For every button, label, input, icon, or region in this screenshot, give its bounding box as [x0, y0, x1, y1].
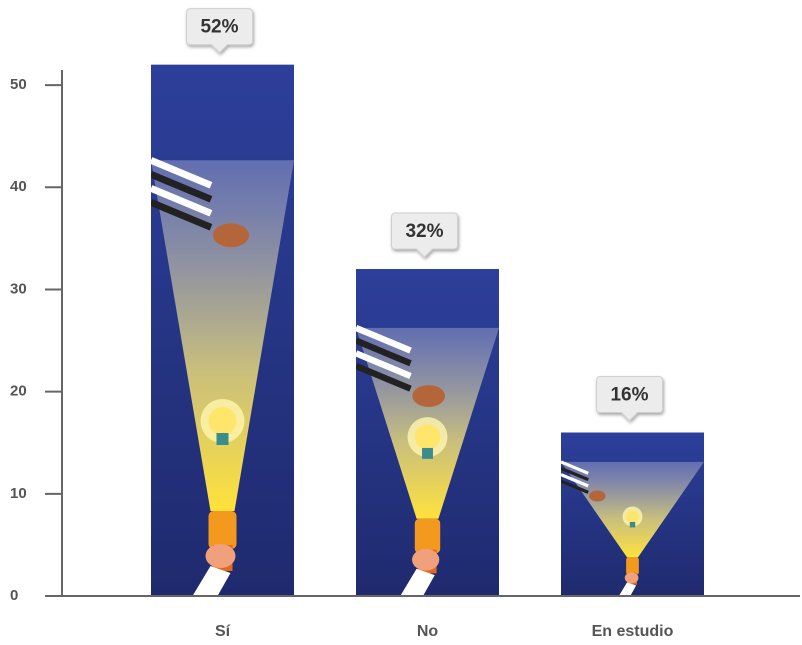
value-bubble — [391, 212, 458, 258]
cuff — [192, 566, 231, 596]
bar-group: 16% — [561, 376, 704, 596]
light-cone — [151, 160, 294, 511]
sleeve-stripe — [151, 185, 213, 217]
illustration — [356, 324, 499, 596]
illustration — [151, 157, 294, 596]
sleeve-stripe — [151, 157, 213, 189]
hand — [412, 385, 446, 407]
value-bubble — [596, 376, 663, 422]
sleeve-stripe — [561, 473, 589, 488]
sleeve-stripe — [151, 171, 213, 203]
bulb — [208, 407, 237, 435]
cuff — [618, 582, 637, 596]
sleeve-stripe — [561, 479, 589, 494]
value-bubble — [186, 8, 253, 54]
x-tick-label: Sí — [215, 623, 231, 640]
bulb — [414, 424, 441, 450]
holding-hand — [624, 572, 639, 584]
y-tick-label: 50 — [10, 76, 27, 93]
sleeve-stripe — [356, 337, 412, 367]
flashlight — [414, 518, 441, 554]
value-label: 16% — [610, 385, 648, 406]
holding-hand — [205, 544, 236, 568]
sleeve-stripe — [356, 324, 412, 354]
holding-hand — [412, 548, 440, 571]
flashlight — [208, 511, 237, 549]
bulb-base — [629, 521, 636, 528]
illustration — [561, 460, 704, 596]
y-tick-label: 10 — [10, 485, 27, 502]
sleeve-stripe — [561, 460, 589, 475]
flashlight — [626, 557, 639, 575]
value-label: 52% — [200, 17, 238, 38]
bulb-base — [422, 447, 433, 459]
bulb-base — [216, 433, 229, 445]
y-tick-label: 0 — [10, 587, 18, 604]
y-tick-label: 40 — [10, 178, 27, 195]
hand — [589, 490, 606, 502]
y-tick-label: 20 — [10, 383, 27, 400]
x-tick-label: En estudio — [592, 623, 674, 640]
sleeve-stripe — [561, 466, 589, 482]
value-label: 32% — [405, 221, 443, 242]
bar-group: 32% — [356, 212, 499, 596]
sleeve-stripe — [356, 350, 412, 379]
cuff — [400, 568, 435, 596]
x-tick-label: No — [417, 623, 439, 640]
bar-group: 52% — [151, 8, 294, 597]
bulb — [626, 510, 639, 523]
sleeve-stripe — [356, 363, 412, 392]
y-tick-label: 30 — [10, 280, 27, 297]
sleeve-stripe — [151, 199, 213, 231]
hand — [213, 223, 249, 248]
